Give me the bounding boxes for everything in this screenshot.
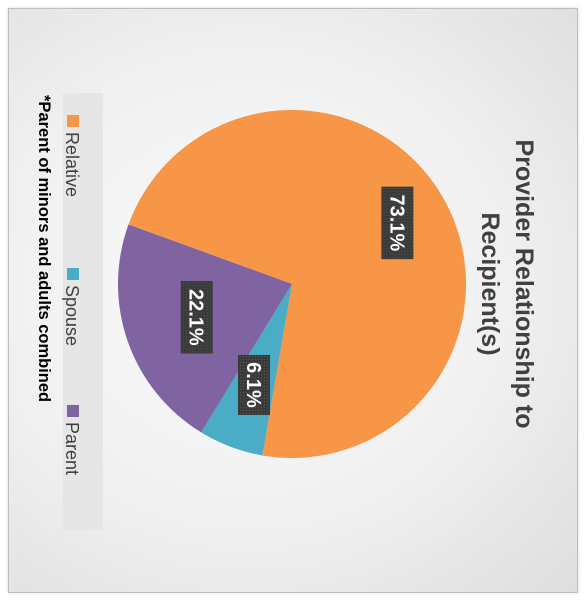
- data-label-box: [180, 281, 213, 354]
- data-label-parent: 22.1%: [180, 281, 213, 354]
- legend-label-spouse: Spouse: [62, 285, 82, 346]
- data-labels: 73.1% 6.1% 22.1%: [180, 186, 414, 415]
- chart-title-line-1: Provider Relationship to: [510, 140, 538, 429]
- legend-background: [63, 93, 103, 530]
- legend-swatch-spouse: [67, 268, 79, 280]
- legend-label-relative: Relative: [62, 132, 82, 197]
- pie-slices: [117, 110, 467, 459]
- chart-title: Provider Relationship to Recipient(s): [476, 140, 538, 429]
- data-label-box: [381, 186, 414, 260]
- chart-title-line-2: Recipient(s): [476, 212, 504, 355]
- data-label-text: 6.1%: [242, 362, 264, 408]
- legend-label-parent: Parent: [62, 422, 82, 475]
- data-label-relative: 73.1%: [381, 186, 414, 260]
- data-label-spouse: 6.1%: [238, 354, 271, 415]
- legend-swatch-parent: [67, 405, 79, 417]
- data-label-text: 73.1%: [385, 195, 407, 252]
- data-label-box: [238, 354, 271, 415]
- legend: Relative Spouse Parent: [62, 93, 103, 530]
- legend-swatch-relative: [67, 115, 79, 127]
- data-label-text: 22.1%: [185, 289, 207, 346]
- footnote: *Parent of minors and adults combined: [35, 95, 53, 402]
